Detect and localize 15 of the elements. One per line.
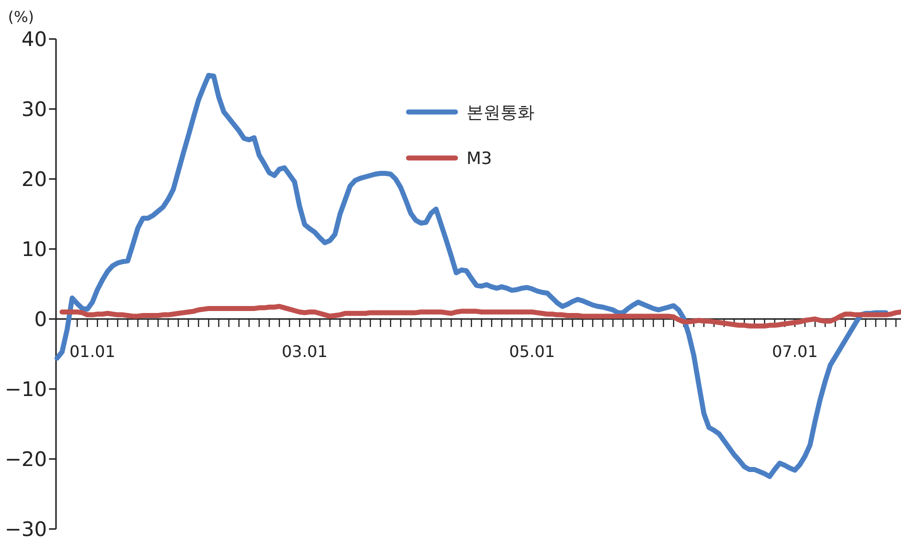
x-tick-label: 01.01 <box>69 342 116 361</box>
y-tick-label: −10 <box>4 377 47 401</box>
x-tick-label: 07.01 <box>772 342 818 361</box>
y-tick-label: 30 <box>22 97 47 121</box>
y-tick-label: 0 <box>34 307 47 331</box>
y-tick-label: −30 <box>4 517 47 541</box>
y-tick-label: −20 <box>4 447 47 471</box>
y-axis-title: (%) <box>8 8 34 26</box>
y-tick-label: 40 <box>22 27 47 51</box>
legend-label: 본원통화 <box>466 103 534 123</box>
legend-label: M3 <box>466 149 492 169</box>
y-tick-label: 10 <box>22 237 47 261</box>
y-tick-label: 20 <box>22 167 47 191</box>
x-tick-label: 03.01 <box>282 342 328 361</box>
x-tick-label: 05.01 <box>509 342 555 361</box>
